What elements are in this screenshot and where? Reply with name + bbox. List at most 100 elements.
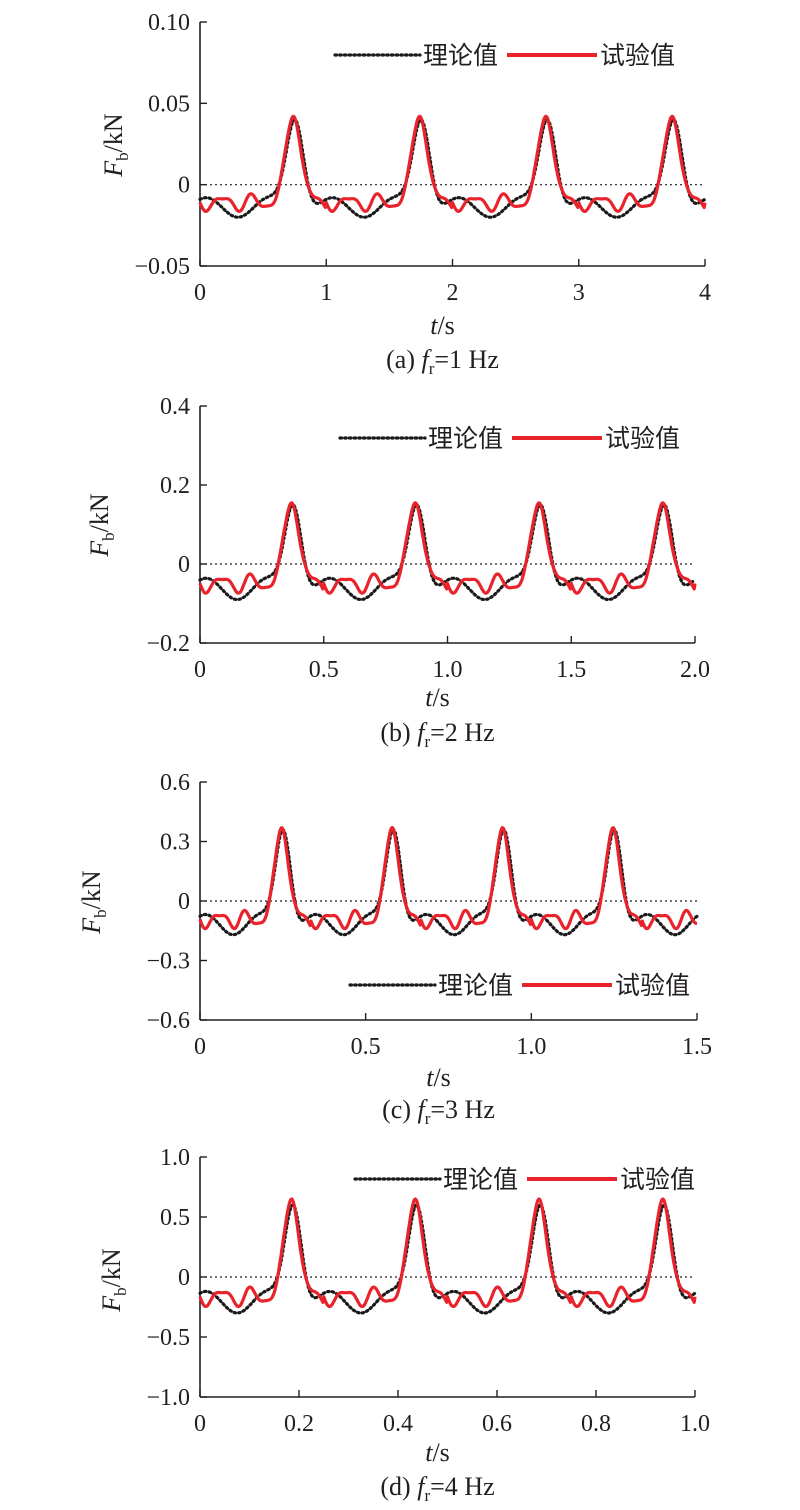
x-tick-label: 3 [573,280,585,306]
caption-rest: =2 Hz [430,718,494,747]
legend-theory-label: 理论值 [428,424,503,453]
y-tick-label: 0 [178,552,190,578]
panel-caption: (c) fr=3 Hz [382,1095,495,1128]
legend: 理论值 试验值 [333,41,675,70]
y-axis-var: F [97,1295,126,1313]
y-axis-sub: b [113,152,132,161]
x-tick-label: 0.4 [383,1411,413,1437]
y-axis-unit: /kN [77,870,106,909]
panel-caption: (b) fr=2 Hz [380,718,494,751]
caption-rest: =4 Hz [430,1472,494,1501]
chart-panel-c: −0.6 −0.3 0 0.3 0.6 0 0.5 1.0 1.5 理论值 试验值 t/s Fb/kN (… [77,770,712,1128]
y-tick-label: 0.3 [160,830,190,856]
legend: 理论值 试验值 [353,1165,695,1194]
y-axis-var: F [85,540,114,558]
x-tick-label: 0 [194,1411,206,1437]
x-tick-label: 1.0 [680,1411,710,1437]
y-tick-label: −0.05 [134,254,190,280]
y-tick-label: −0.6 [146,1008,190,1034]
x-tick-label: 1.0 [516,1034,546,1060]
caption-var: f [417,1095,428,1124]
y-tick-label: 0 [178,1265,190,1291]
y-tick-label: −0.2 [146,631,190,657]
legend-experiment-label: 试验值 [605,424,680,453]
chart-panel-d: −1.0 −0.5 0 0.5 1.0 0 0.2 0.4 0.6 0.8 1.0 理论值 试验值 t/s… [97,1145,710,1505]
x-tick-label: 0 [194,280,206,306]
x-axis-label: t/s [425,1438,450,1467]
x-tick-label: 0 [194,1034,206,1060]
legend-theory-label: 理论值 [423,41,498,70]
y-tick-label: −1.0 [146,1385,190,1411]
x-axis-unit: /s [437,311,454,340]
series-experiment-line [198,114,707,213]
x-tick-label: 1 [320,280,332,306]
y-tick-label: −0.3 [146,949,190,975]
x-tick-label: 1.0 [433,657,463,683]
panel-caption: (d) fr=4 Hz [380,1472,494,1505]
y-tick-label: 0.5 [160,1205,190,1231]
y-tick-label: 0.05 [148,91,190,117]
caption-prefix: (b) [380,718,417,747]
caption-var: f [417,718,428,747]
x-tick-label: 0.5 [351,1034,381,1060]
x-tick-label: 0.5 [309,657,339,683]
caption-prefix: (d) [380,1472,417,1501]
y-tick-label: −0.5 [146,1325,190,1351]
y-axis-label: Fb/kN [77,870,110,935]
y-axis-label: Fb/kN [99,113,132,178]
y-tick-label: 0 [178,889,190,915]
x-axis-var: t [425,1438,433,1467]
legend: 理论值 试验值 [338,424,680,453]
y-axis-unit: /kN [99,113,128,152]
x-tick-label: 0 [194,657,206,683]
x-axis-label: t/s [430,311,455,340]
y-tick-label: 1.0 [160,1145,190,1171]
x-axis-label: t/s [426,1063,451,1092]
legend: 理论值 试验值 [348,971,690,1000]
caption-rest: =3 Hz [430,1095,494,1124]
x-axis-label: t/s [425,683,450,712]
x-tick-label: 0.2 [284,1411,314,1437]
series-experiment-line [198,1197,697,1309]
series-experiment-line [198,826,698,931]
caption-prefix: (a) [386,345,421,374]
y-axis-label: Fb/kN [85,493,118,558]
legend-experiment-label: 试验值 [600,41,675,70]
x-axis-unit: /s [432,683,449,712]
x-axis-var: t [430,311,438,340]
y-axis-sub: b [99,532,118,541]
caption-sub: r [424,1486,430,1505]
y-axis-unit: /kN [85,493,114,532]
y-axis-sub: b [111,1287,130,1296]
x-axis-var: t [425,683,433,712]
y-tick-label: 0.6 [160,770,190,796]
y-tick-label: 0.10 [148,10,190,36]
x-axis-var: t [426,1063,434,1092]
caption-sub: r [429,359,435,378]
y-tick-label: 0.4 [160,394,190,420]
legend-experiment-label: 试验值 [620,1165,695,1194]
legend-theory-label: 理论值 [438,971,513,1000]
caption-rest: =1 Hz [434,345,498,374]
y-axis-sub: b [91,909,110,918]
y-axis-var: F [99,160,128,178]
y-axis-label: Fb/kN [97,1248,130,1313]
x-tick-label: 1.5 [556,657,586,683]
caption-var: f [421,345,432,374]
caption-var: f [417,1472,428,1501]
series-experiment-line [198,501,697,595]
y-axis-var: F [77,917,106,935]
x-tick-label: 4 [699,280,711,306]
legend-theory-label: 理论值 [443,1165,518,1194]
y-tick-label: 0.2 [160,473,190,499]
caption-prefix: (c) [382,1095,417,1124]
x-axis-unit: /s [433,1063,450,1092]
x-tick-label: 1.5 [682,1034,712,1060]
x-tick-label: 2.0 [680,657,710,683]
y-tick-label: 0 [178,173,190,199]
x-tick-label: 2 [447,280,459,306]
caption-sub: r [424,732,430,751]
